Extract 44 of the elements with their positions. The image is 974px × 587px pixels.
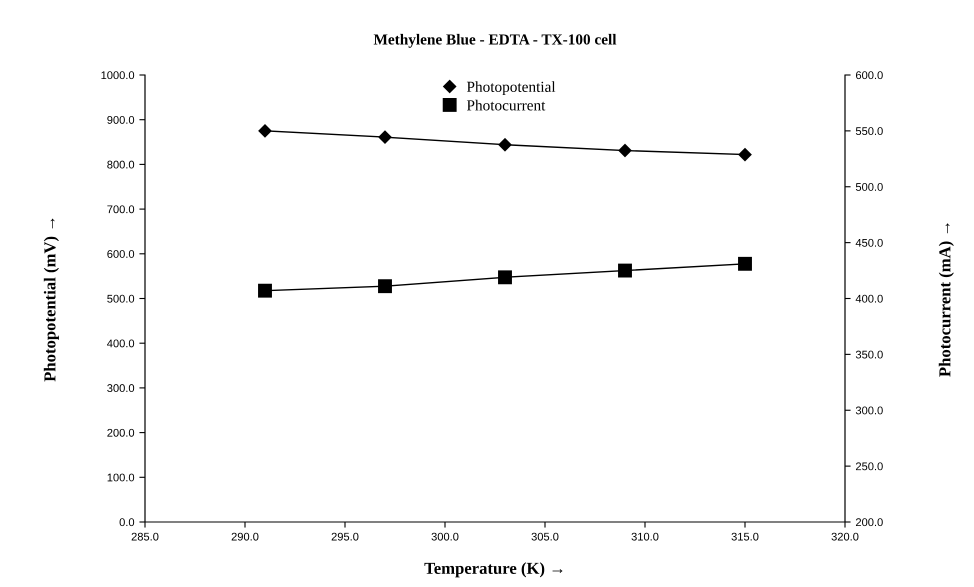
point: [498, 270, 512, 284]
legend-label: Photopotential: [466, 81, 556, 96]
x-tick-label: 285.0: [132, 532, 158, 541]
y-tick-label: 100.0: [108, 474, 134, 482]
x-tick-label: 320.0: [832, 532, 858, 541]
y-tick-label: 1000.0: [101, 71, 134, 80]
y2-tick-label: 500.0: [856, 183, 883, 191]
point: [738, 256, 752, 271]
y2-tick-label: 200.0: [856, 518, 883, 526]
y-tick-label: 400.0: [107, 339, 134, 348]
x-tick-label: 300.0: [432, 532, 458, 541]
point: [498, 138, 512, 152]
x-tick-label: 315.0: [732, 532, 758, 541]
point: [378, 130, 392, 144]
y-tick-label: 700.0: [107, 205, 134, 214]
y2-tick-label: 600.0: [856, 71, 883, 80]
point: [738, 148, 752, 162]
y-tick-label: 200.0: [107, 428, 134, 437]
y-tick-label: 600.0: [107, 250, 134, 258]
point: [258, 284, 272, 298]
point: [258, 124, 272, 138]
y-tick-label: 900.0: [107, 116, 134, 124]
y2-tick-label: 400.0: [856, 294, 883, 303]
y-tick-label: 800.0: [107, 160, 134, 169]
y-tick-label: 0.0: [120, 518, 134, 526]
x-tick-label: 310.0: [632, 532, 658, 541]
y2-tick-label: 550.0: [856, 127, 883, 136]
y2-tick-label: 250.0: [856, 462, 883, 470]
chart-title: Methylene Blue - EDTA - TX-100 cell: [374, 34, 616, 48]
point: [378, 279, 392, 294]
y-tick-label: 300.0: [107, 384, 134, 392]
x-axis-title: Temperature (K) →: [424, 562, 562, 578]
x-tick-label: 290.0: [232, 532, 258, 541]
y2-tick-label: 350.0: [856, 350, 883, 359]
legend-label: Photocurrent: [466, 100, 546, 110]
y2-tick-label: 300.0: [856, 406, 883, 414]
y2-axis-title: Photocurrent (mA) →: [938, 223, 954, 377]
point: [618, 144, 632, 158]
x-tick-label: 305.0: [532, 532, 558, 541]
point: [618, 264, 632, 278]
y-tick-label: 500.0: [107, 294, 134, 303]
y2-tick-label: 450.0: [856, 238, 883, 247]
x-tick-label: 295.0: [332, 532, 358, 541]
y-axis-title: Photopotential (mV) →: [44, 218, 59, 382]
